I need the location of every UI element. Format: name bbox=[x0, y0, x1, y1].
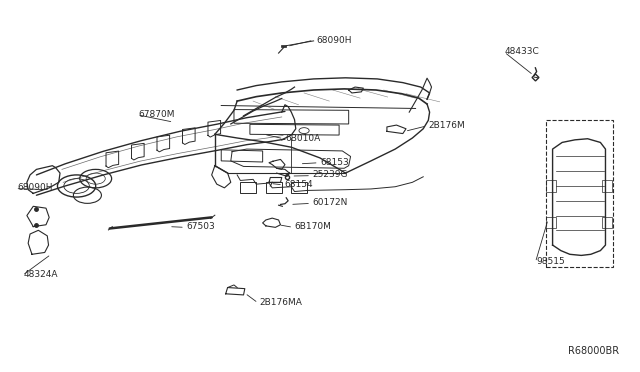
Polygon shape bbox=[281, 45, 286, 47]
Text: 67503: 67503 bbox=[186, 222, 215, 231]
Text: 25239G: 25239G bbox=[312, 170, 348, 179]
Text: 60172N: 60172N bbox=[312, 198, 348, 207]
Text: 48433C: 48433C bbox=[505, 47, 540, 56]
Text: 98515: 98515 bbox=[537, 257, 565, 266]
Text: 6B010A: 6B010A bbox=[285, 134, 320, 142]
Text: R68000BR: R68000BR bbox=[568, 346, 620, 356]
Text: 67870M: 67870M bbox=[138, 109, 175, 119]
Text: 68153: 68153 bbox=[320, 157, 349, 167]
Text: 6B170M: 6B170M bbox=[294, 222, 332, 231]
Text: 2B176M: 2B176M bbox=[428, 121, 465, 129]
Text: 2B176MA: 2B176MA bbox=[259, 298, 302, 307]
Text: 68154: 68154 bbox=[284, 180, 313, 189]
Text: 48324A: 48324A bbox=[24, 270, 58, 279]
Text: 68090H: 68090H bbox=[317, 36, 352, 45]
Text: 68090H: 68090H bbox=[17, 183, 53, 192]
